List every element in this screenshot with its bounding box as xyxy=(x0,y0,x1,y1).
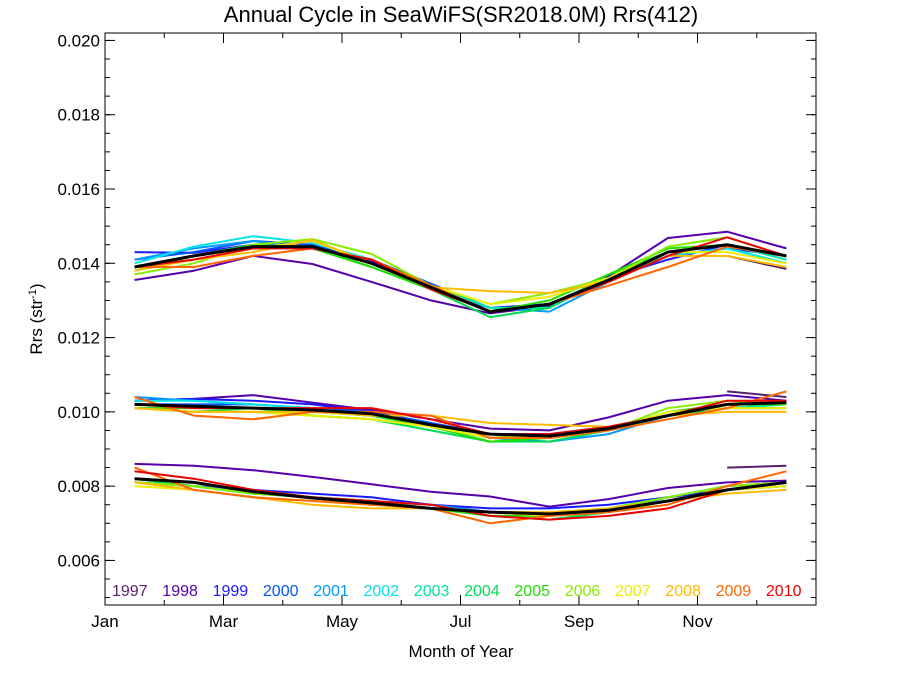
y-tick-label-0: 0.006 xyxy=(57,551,100,570)
series-line-mean-2 xyxy=(134,477,787,516)
legend-label-2001: 2001 xyxy=(313,583,349,600)
y-axis-title-close: ) xyxy=(27,283,46,289)
legend: 1997 1998 1999 2000 2001 2002 2003 2004 2005 2006… xyxy=(112,583,802,600)
legend-label-2009: 2009 xyxy=(716,583,752,600)
legend-label-2007: 2007 xyxy=(615,583,651,600)
y-tick-label-6: 0.018 xyxy=(57,106,100,125)
legend-label-2006: 2006 xyxy=(565,583,601,600)
y-tick-label-4: 0.014 xyxy=(57,254,100,273)
legend-label-2010: 2010 xyxy=(766,583,802,600)
y-axis-title-main: Rrs (str xyxy=(27,299,46,355)
series-line-1998-1 xyxy=(134,394,787,432)
series-line-1998-2 xyxy=(134,462,787,508)
x-tick-label-0: Jan xyxy=(91,612,118,631)
y-tick-label-1: 0.008 xyxy=(57,477,100,496)
series-line-2008-0 xyxy=(134,238,787,294)
plot-frame xyxy=(104,32,817,606)
legend-label-1998: 1998 xyxy=(162,583,198,600)
series-line-1997-1 xyxy=(727,390,787,398)
y-tick-label-5: 0.016 xyxy=(57,180,100,199)
y-tick-label-3: 0.012 xyxy=(57,329,100,348)
legend-label-2003: 2003 xyxy=(414,583,450,600)
x-tick-label-1: Mar xyxy=(209,612,239,631)
y-tick-label-2: 0.010 xyxy=(57,403,100,422)
series-line-mean-1 xyxy=(134,401,787,438)
legend-label-2000: 2000 xyxy=(263,583,299,600)
x-tick-label-3: Jul xyxy=(450,612,472,631)
y-tick-label-7: 0.020 xyxy=(57,31,100,50)
legend-label-2005: 2005 xyxy=(514,583,550,600)
chart-title: Annual Cycle in SeaWiFS(SR2018.0M) Rrs(4… xyxy=(224,2,698,27)
legend-label-2004: 2004 xyxy=(464,583,500,600)
x-tick-label-2: May xyxy=(326,612,359,631)
legend-label-2002: 2002 xyxy=(364,583,400,600)
series-line-mean-0 xyxy=(134,243,787,314)
y-axis-title-sup: -1 xyxy=(27,289,39,299)
series-line-1997-2 xyxy=(727,464,787,469)
x-tick-label-4: Sep xyxy=(564,612,594,631)
legend-label-2008: 2008 xyxy=(665,583,701,600)
y-axis-title: Rrs (str-1) xyxy=(27,283,46,354)
series-layer xyxy=(134,230,787,525)
legend-label-1999: 1999 xyxy=(213,583,249,600)
legend-label-1997: 1997 xyxy=(112,583,148,600)
x-tick-label-5: Nov xyxy=(682,612,713,631)
x-axis-title: Month of Year xyxy=(409,642,514,661)
x-axis: Jan Mar May Jul Sep Nov xyxy=(91,33,817,631)
y-axis: 0.006 0.008 0.010 0.012 0.014 0.016 0.018 0.020 xyxy=(57,31,816,599)
series-line-2009-2 xyxy=(134,466,787,525)
